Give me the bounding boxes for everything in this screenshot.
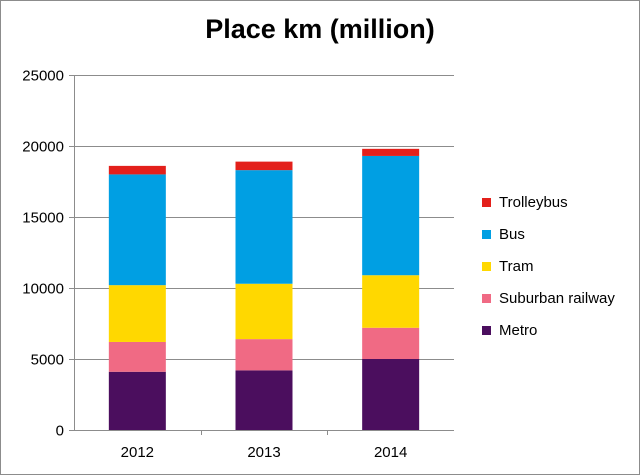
x-tick-label: 2014 [374, 444, 407, 461]
legend-item-tram: Tram [482, 250, 632, 282]
bar-trolleybus-2012 [108, 165, 166, 175]
legend-item-trolleybus: Trolleybus [482, 186, 632, 218]
bar-suburban-railway-2014 [362, 327, 420, 359]
y-tick-label: 0 [56, 423, 64, 440]
bar-tram-2013 [235, 283, 293, 340]
x-tick-label: 2013 [247, 444, 280, 461]
legend-swatch [482, 325, 491, 335]
legend-label: Metro [499, 321, 538, 339]
legend-item-metro: Metro [482, 314, 632, 346]
y-tick-label: 5000 [31, 352, 64, 369]
bar-metro-2012 [108, 371, 166, 430]
x-tick-label: 2012 [121, 444, 154, 461]
legend-item-suburban-railway: Suburban railway [482, 282, 632, 314]
y-tick-label: 20000 [22, 139, 64, 156]
legend-label: Trolleybus [499, 193, 568, 211]
y-tick-label: 25000 [22, 68, 64, 85]
bar-bus-2013 [235, 170, 293, 284]
bar-tram-2012 [108, 285, 166, 342]
legend-item-bus: Bus [482, 218, 632, 250]
bar-bus-2012 [108, 174, 166, 286]
bar-suburban-railway-2013 [235, 339, 293, 371]
legend-label: Tram [499, 257, 534, 275]
bar-metro-2013 [235, 370, 293, 430]
legend-swatch [482, 293, 491, 303]
bar-trolleybus-2013 [235, 161, 293, 171]
y-tick-label: 10000 [22, 281, 64, 298]
legend-swatch [482, 261, 491, 271]
bar-bus-2014 [362, 155, 420, 276]
chart-legend: Trolleybus Bus Tram Suburban railway Metro [482, 186, 632, 346]
bar-metro-2014 [362, 359, 420, 430]
y-tick-label: 15000 [22, 210, 64, 227]
legend-swatch [482, 229, 491, 239]
bar-tram-2014 [362, 275, 420, 328]
bar-trolleybus-2014 [362, 148, 420, 156]
legend-label: Suburban railway [499, 289, 615, 307]
chart-title: Place km (million) [205, 14, 435, 44]
bar-suburban-railway-2012 [108, 341, 166, 372]
legend-label: Bus [499, 225, 525, 243]
legend-swatch [482, 197, 491, 207]
